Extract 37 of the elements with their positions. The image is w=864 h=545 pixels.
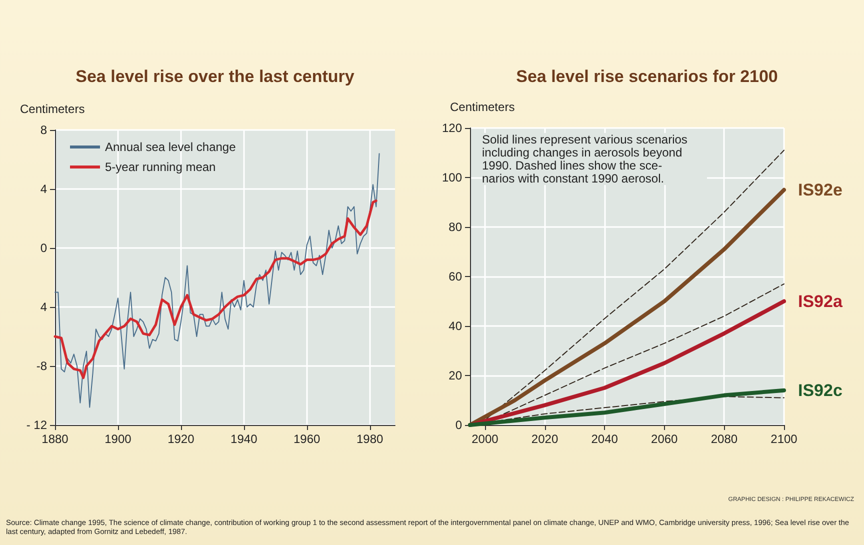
x-tick-label: 1940 (230, 432, 258, 446)
series-label: IS92e (798, 180, 842, 200)
y-tick-label: 120 (442, 121, 462, 135)
x-tick-label: 1880 (42, 432, 69, 446)
y-tick-label: 0 (455, 418, 462, 432)
legend-label: 5-year running mean (105, 160, 216, 174)
y-tick-label: - 12 (26, 418, 48, 432)
y-axis-title: Centimeters (450, 100, 515, 114)
line-series (54, 153, 380, 408)
chart-title: Sea level rise over the last century (76, 67, 355, 86)
y-axis-title: Centimeters (20, 102, 85, 116)
x-tick-label: 2020 (531, 432, 558, 446)
series-label: IS92c (798, 380, 842, 400)
x-tick-label: 2000 (472, 432, 499, 446)
chart-title: Sea level rise scenarios for 2100 (516, 67, 778, 86)
x-tick-label: 2080 (710, 432, 738, 446)
y-tick-label: 8 (40, 123, 48, 137)
x-tick-label: 2100 (770, 432, 798, 446)
line-series (54, 200, 378, 380)
x-tick-label: 1960 (294, 432, 321, 446)
series-label: IS92a (798, 292, 843, 311)
y-tick-label: 0 (40, 241, 48, 255)
y-tick-label: 100 (442, 170, 462, 184)
y-tick-label: 40 (448, 319, 462, 333)
y-tick-label: 60 (448, 270, 462, 284)
x-tick-label: 2040 (591, 432, 618, 446)
annotation: Solid lines represent various scenarios including changes in aerosols beyond 1990. Dashed lines show the sce- narios with constant 1990 aerosol. (482, 132, 691, 186)
y-tick-label: 4 (40, 182, 48, 196)
x-tick-label: 1980 (356, 432, 384, 446)
y-tick-label: 4 (40, 300, 48, 314)
y-tick-label: 80 (448, 220, 462, 234)
x-tick-label: 1920 (168, 432, 195, 446)
y-tick-label: -8 (36, 359, 48, 373)
x-tick-label: 1900 (104, 432, 132, 446)
y-tick-label: 20 (448, 368, 462, 382)
legend-label: Annual sea level change (105, 140, 236, 154)
x-tick-label: 2060 (651, 432, 678, 446)
